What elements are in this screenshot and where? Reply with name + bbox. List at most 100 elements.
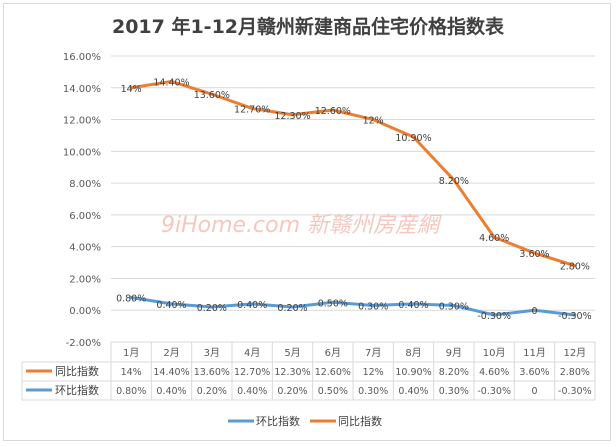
table-cell: 0.50% <box>318 386 348 397</box>
table-cell: 0 <box>531 386 537 397</box>
data-label: 0.50% <box>318 298 348 309</box>
table-series-name: 环比指数 <box>55 383 99 397</box>
y-tick-label: -2.00% <box>66 338 101 349</box>
table-cell: 10.90% <box>395 367 431 378</box>
data-label: -0.30% <box>558 311 592 322</box>
y-tick-label: 8.00% <box>69 179 101 190</box>
table-cell: 0.40% <box>398 386 428 397</box>
y-tick-label: 10.00% <box>63 147 101 158</box>
y-tick-label: 14.00% <box>63 84 101 95</box>
data-label: 14.40% <box>153 77 189 88</box>
x-tick-label: 1月 <box>123 347 139 359</box>
x-tick-label: 12月 <box>563 347 586 359</box>
watermark: 9iHome.com 新赣州房産網 <box>161 213 442 238</box>
x-tick-label: 6月 <box>325 347 341 359</box>
data-point <box>291 113 294 117</box>
data-label: 0.40% <box>237 300 267 311</box>
table-cell: 0.30% <box>439 386 469 397</box>
table-cell: 12% <box>363 367 384 378</box>
table-cell: 3.60% <box>519 367 549 378</box>
data-point <box>331 108 335 112</box>
data-point <box>371 303 375 307</box>
data-point <box>331 300 335 304</box>
data-point <box>573 313 577 317</box>
data-label: 0.80% <box>116 294 146 305</box>
data-point <box>452 178 456 182</box>
table-cell: 13.60% <box>194 367 230 378</box>
data-point <box>412 135 415 139</box>
series-line <box>130 79 576 268</box>
data-point <box>210 92 214 96</box>
data-label: 0.20% <box>277 303 307 314</box>
table-cell: 2.80% <box>560 367 590 378</box>
table-cell: -0.30% <box>477 386 511 397</box>
table-series-name: 同比指数 <box>55 364 99 378</box>
x-tick-label: 4月 <box>244 347 260 359</box>
table-cell: 0.20% <box>197 386 227 397</box>
data-point <box>492 313 496 317</box>
data-label: -0.30% <box>477 311 511 322</box>
table-cell: -0.30% <box>558 386 592 397</box>
data-label: 4.60% <box>479 233 509 244</box>
chart-frame <box>3 3 611 441</box>
x-tick-label: 11月 <box>523 347 546 359</box>
data-point <box>291 305 294 309</box>
y-tick-label: 12.00% <box>63 116 101 127</box>
table-cell: 12.70% <box>234 367 270 378</box>
data-label: 0.30% <box>439 301 469 312</box>
data-point <box>371 118 375 122</box>
data-label: 0.30% <box>358 301 388 312</box>
table-cell: 0.80% <box>116 386 146 397</box>
x-tick-label: 2月 <box>163 347 179 359</box>
x-tick-label: 8月 <box>405 347 421 359</box>
data-point <box>250 302 254 306</box>
x-tick-label: 10月 <box>483 347 506 359</box>
table-cell: 0.40% <box>156 386 186 397</box>
data-label: 13.60% <box>194 90 230 101</box>
table-cell: 12.60% <box>315 367 351 378</box>
table-cell: 0.20% <box>277 386 307 397</box>
y-tick-label: 2.00% <box>69 274 101 285</box>
series-line <box>130 296 576 317</box>
data-point <box>412 302 415 306</box>
data-label: 0.40% <box>156 300 186 311</box>
data-label: 12% <box>363 116 384 127</box>
data-point <box>250 106 254 110</box>
data-point <box>170 79 173 83</box>
y-tick-label: 16.00% <box>63 52 101 63</box>
data-label: 10.90% <box>395 133 431 144</box>
chart-title: 2017 年1-12月赣州新建商品住宅价格指数表 <box>111 16 505 38</box>
table-cell: 8.20% <box>439 367 469 378</box>
data-point <box>533 251 536 255</box>
table-cell: 14.40% <box>153 367 189 378</box>
data-point <box>210 305 214 309</box>
data-label: 2.80% <box>560 262 590 273</box>
y-tick-label: 4.00% <box>69 243 101 254</box>
x-tick-label: 9月 <box>446 347 462 359</box>
data-label: 0.20% <box>197 303 227 314</box>
data-label: 12.60% <box>315 106 351 117</box>
data-point <box>129 86 133 90</box>
data-label: 8.20% <box>439 176 469 187</box>
data-point <box>492 235 496 239</box>
x-tick-label: 7月 <box>365 347 381 359</box>
data-label: 12.70% <box>234 104 270 115</box>
data-point <box>573 264 577 268</box>
table-cell: 12.30% <box>274 367 310 378</box>
x-tick-label: 5月 <box>284 347 300 359</box>
data-label: 12.30% <box>274 111 310 122</box>
table-cell: 4.60% <box>479 367 509 378</box>
legend-label: 同比指数 <box>338 414 382 428</box>
data-label: 14% <box>121 84 142 95</box>
y-tick-label: 6.00% <box>69 211 101 222</box>
x-tick-label: 3月 <box>204 347 220 359</box>
table-cell: 0.30% <box>358 386 388 397</box>
data-label: 0.40% <box>398 300 428 311</box>
table-cell: 14% <box>121 367 142 378</box>
data-label: 0 <box>531 306 537 317</box>
data-point <box>452 303 456 307</box>
data-point <box>170 302 173 306</box>
data-label: 3.60% <box>519 249 549 260</box>
